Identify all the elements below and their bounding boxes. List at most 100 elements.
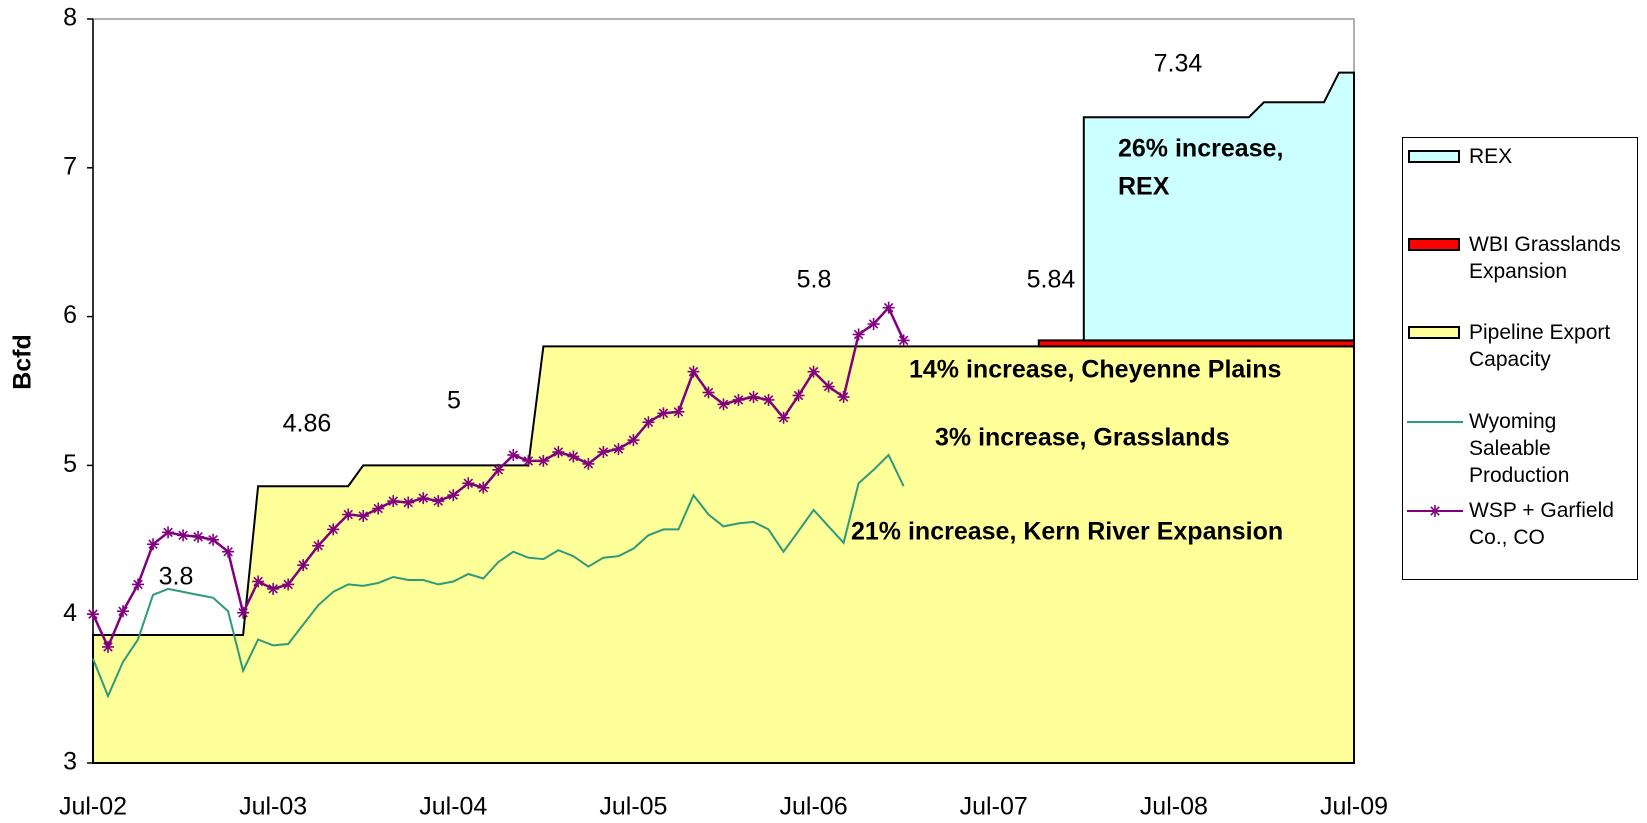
- legend: REX WBI Grasslands Expansion Pipeline Expo…: [1402, 137, 1638, 580]
- marker: [192, 530, 205, 543]
- marker: [147, 538, 160, 551]
- marker: [627, 434, 640, 447]
- annotation: 5: [447, 387, 461, 415]
- marker: [432, 495, 445, 508]
- x-tick-label: Jul-04: [419, 793, 487, 821]
- swatch-marker: [1429, 505, 1441, 517]
- x-tick-label: Jul-09: [1320, 793, 1388, 821]
- legend-swatch: [1408, 150, 1460, 163]
- swatch: [1408, 150, 1460, 163]
- marker: [657, 407, 670, 420]
- legend-label: Pipeline Export Capacity: [1469, 321, 1611, 371]
- annotation: 14% increase, Cheyenne Plains: [909, 356, 1281, 384]
- marker: [237, 606, 250, 619]
- marker: [117, 605, 130, 618]
- annotation: 5.84: [1027, 266, 1076, 294]
- marker: [867, 318, 880, 331]
- annotation: REX: [1118, 173, 1170, 201]
- marker: [372, 502, 385, 515]
- marker: [507, 448, 520, 461]
- marker: [447, 489, 460, 502]
- legend-swatch: [1407, 505, 1463, 517]
- annotation: 4.86: [283, 410, 332, 438]
- marker: [702, 386, 715, 399]
- marker: [477, 481, 490, 494]
- marker: [327, 523, 340, 536]
- marker: [612, 443, 625, 456]
- legend-label: WBI Grasslands Expansion: [1469, 233, 1621, 283]
- marker: [102, 640, 115, 653]
- annotation: 3% increase, Grasslands: [935, 424, 1230, 452]
- marker: [132, 578, 145, 591]
- marker: [537, 454, 550, 467]
- marker: [492, 463, 505, 476]
- marker: [597, 446, 610, 459]
- legend-swatch: [1407, 421, 1463, 423]
- marker: [717, 398, 730, 411]
- marker: [417, 492, 430, 505]
- marker: [342, 508, 355, 521]
- marker: [282, 578, 295, 591]
- marker: [672, 405, 685, 418]
- marker: [462, 477, 475, 490]
- x-tick-label: Jul-03: [239, 793, 307, 821]
- area: [1082, 71, 1355, 342]
- marker: [252, 575, 265, 588]
- marker: [312, 539, 325, 552]
- y-tick-label: 6: [63, 301, 77, 329]
- marker: [402, 496, 415, 509]
- annotation: 7.34: [1154, 50, 1203, 78]
- marker: [522, 454, 535, 467]
- legend-label: REX: [1469, 145, 1513, 168]
- marker: [177, 529, 190, 542]
- marker: [162, 526, 175, 539]
- y-axis-title: Bcfd: [9, 334, 37, 390]
- swatch: [1408, 326, 1460, 339]
- marker: [882, 301, 895, 314]
- annotation: 21% increase, Kern River Expansion: [851, 518, 1283, 546]
- marker: [687, 365, 700, 378]
- marker: [897, 334, 910, 347]
- x-tick-label: Jul-08: [1140, 793, 1208, 821]
- x-tick-label: Jul-05: [599, 793, 667, 821]
- marker: [357, 509, 370, 522]
- marker: [837, 390, 850, 403]
- marker: [762, 393, 775, 406]
- marker: [792, 389, 805, 402]
- legend-swatch: [1408, 326, 1460, 339]
- y-tick-label: 3: [63, 748, 77, 776]
- marker: [222, 545, 235, 558]
- marker: [822, 380, 835, 393]
- x-tick-label: Jul-06: [780, 793, 848, 821]
- legend-swatch: [1408, 238, 1460, 251]
- legend-label: WSP + Garfield Co., CO: [1469, 499, 1614, 549]
- marker: [642, 416, 655, 429]
- x-tick-label: Jul-07: [960, 793, 1028, 821]
- marker: [552, 446, 565, 459]
- legend-label: Wyoming Saleable Production: [1469, 410, 1570, 487]
- marker: [747, 390, 760, 403]
- x-tick-label: Jul-02: [59, 793, 127, 821]
- y-tick-label: 8: [63, 4, 77, 32]
- marker: [267, 582, 280, 595]
- y-tick-label: 7: [63, 152, 77, 180]
- marker: [582, 457, 595, 470]
- annotation: 26% increase,: [1118, 135, 1283, 163]
- annotation: 5.8: [797, 266, 832, 294]
- marker: [297, 559, 310, 572]
- marker: [732, 393, 745, 406]
- annotation: 3.8: [159, 563, 194, 591]
- marker: [387, 495, 400, 508]
- marker: [207, 533, 220, 546]
- marker: [807, 365, 820, 378]
- marker: [567, 450, 580, 463]
- swatch: [1408, 238, 1460, 251]
- y-tick-label: 4: [63, 599, 77, 627]
- marker: [87, 608, 99, 621]
- y-tick-label: 5: [63, 450, 77, 478]
- line: [92, 453, 905, 699]
- marker: [852, 328, 865, 341]
- marker: [777, 411, 790, 424]
